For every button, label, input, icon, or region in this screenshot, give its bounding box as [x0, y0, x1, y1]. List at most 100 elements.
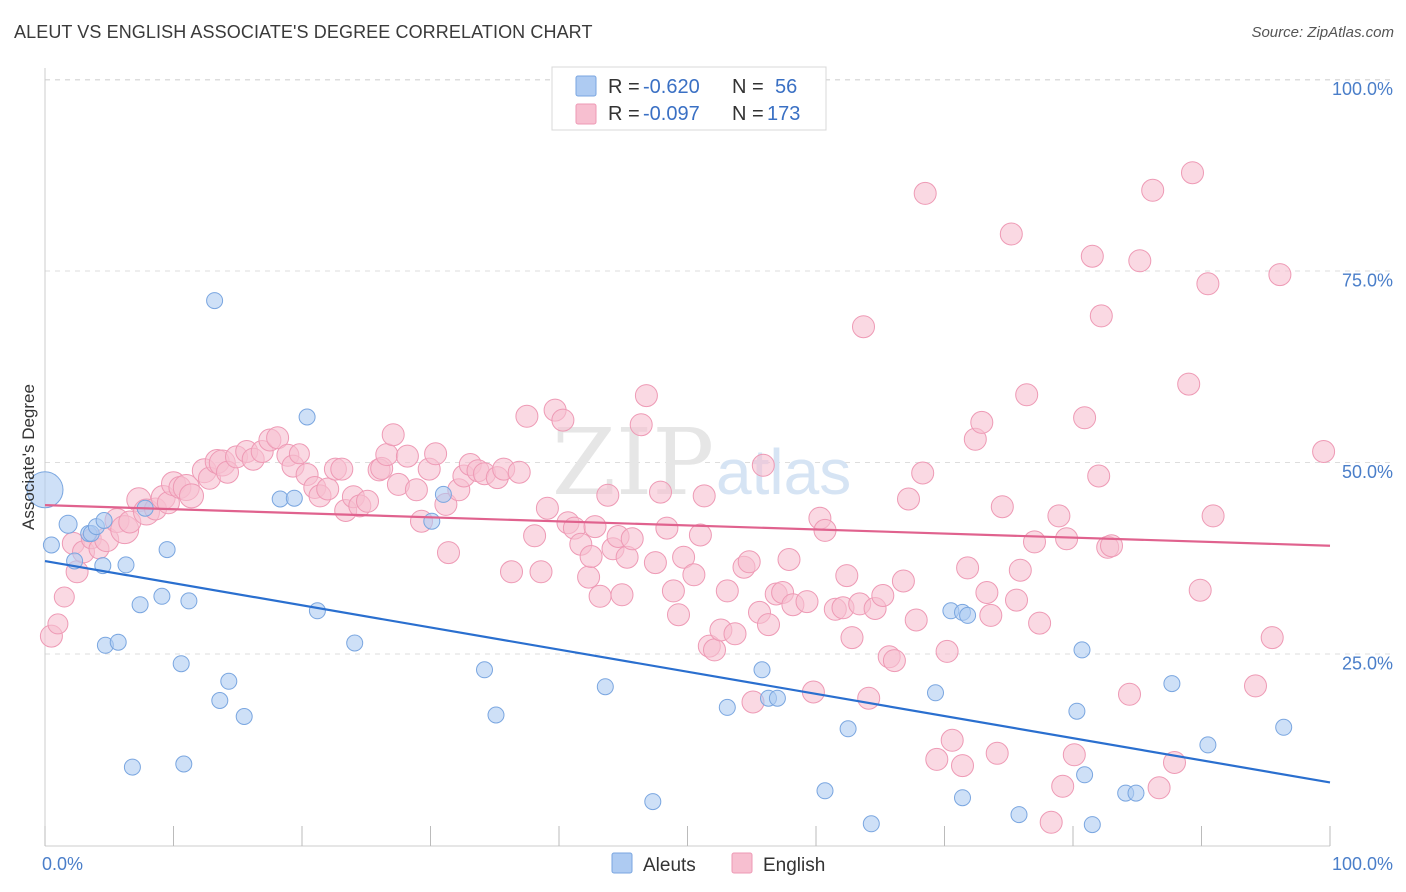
aleuts-points: [26, 292, 1293, 834]
english-point-127: [904, 608, 928, 632]
aleuts-point-31: [476, 661, 493, 679]
english-point-64: [500, 560, 523, 584]
legend-box: [551, 66, 827, 131]
aleuts-point-55: [1199, 736, 1217, 754]
bottom-legend-label-english: English: [763, 855, 825, 876]
english-point-78: [596, 483, 620, 507]
english-point-50: [395, 444, 419, 468]
aleuts-point-32: [487, 706, 505, 724]
english-point-157: [1100, 534, 1123, 558]
english-point-154: [1087, 464, 1111, 488]
english-point-94: [692, 484, 716, 508]
english-point-48: [381, 423, 405, 447]
aleuts-point-16: [158, 541, 176, 559]
aleuts-point-11: [117, 556, 135, 574]
legend-r-value-english: -0.097: [643, 103, 700, 125]
bottom-legend-swatch-aleuts: [611, 852, 633, 874]
english-point-104: [751, 453, 775, 477]
english-point-132: [940, 728, 964, 752]
english-point-144: [1015, 383, 1039, 407]
english-point-90: [667, 603, 690, 627]
english-point-20: [179, 483, 204, 509]
english-point-139: [985, 741, 1009, 765]
english-point-152: [1073, 406, 1097, 430]
axes: [44, 68, 1331, 847]
english-point-134: [956, 556, 980, 580]
english-point-155: [1089, 304, 1113, 328]
y-tick-label-25: 25.0%: [1342, 654, 1393, 674]
english-point-108: [777, 548, 801, 571]
correlation-legend: R = -0.620 N = 56 R = -0.097 N = 173: [551, 66, 827, 131]
aleuts-point-46: [954, 789, 971, 807]
english-point-142: [1005, 588, 1028, 612]
aleuts-point-1: [42, 536, 60, 554]
aleuts-point-7: [95, 512, 113, 529]
english-point-145: [1023, 530, 1046, 554]
english-point-137: [975, 581, 999, 604]
english-point-56: [437, 541, 460, 565]
english-point-146: [1028, 611, 1052, 635]
legend-r-label-english: R =: [608, 103, 640, 125]
english-point-88: [655, 516, 679, 540]
legend-swatch-aleuts: [575, 75, 597, 97]
english-point-169: [1260, 626, 1284, 650]
english-point-140: [990, 495, 1014, 519]
aleuts-point-30: [434, 485, 452, 503]
english-point-99: [723, 622, 747, 646]
english-point-143: [1008, 558, 1032, 582]
legend-swatch-english: [575, 103, 597, 125]
english-point-89: [661, 579, 685, 603]
english-point-159: [1128, 249, 1152, 273]
english-point-168: [1244, 674, 1267, 698]
english-point-93: [688, 523, 712, 547]
english-trend-line: [44, 504, 1331, 547]
series-legend: Aleuts English: [611, 852, 825, 876]
english-points: [39, 161, 1336, 834]
english-point-165: [1188, 578, 1212, 602]
english-point-125: [891, 569, 915, 593]
english-point-98: [715, 579, 739, 603]
aleuts-point-49: [1073, 641, 1091, 659]
english-point-128: [911, 461, 935, 485]
english-point-172: [579, 545, 603, 568]
x-tick-label-0: 0.0%: [42, 854, 83, 874]
english-point-71: [551, 408, 575, 432]
legend-n-value-aleuts: 56: [775, 76, 797, 98]
english-point-40: [330, 457, 354, 481]
aleuts-point-54: [1163, 675, 1181, 693]
english-point-31: [266, 426, 290, 450]
aleuts-point-45: [959, 606, 977, 624]
aleuts-point-2: [58, 514, 78, 534]
english-point-164: [1181, 161, 1204, 185]
watermark-atlas: atlas: [716, 436, 851, 508]
english-point-101: [737, 550, 761, 574]
english-point-92: [682, 563, 706, 587]
aleuts-point-19: [180, 592, 198, 610]
english-point-51: [404, 478, 428, 502]
aleuts-point-24: [271, 490, 289, 508]
aleuts-point-0: [26, 471, 64, 509]
english-point-129: [913, 181, 937, 205]
aleuts-point-51: [1083, 816, 1101, 834]
aleuts-point-41: [862, 815, 880, 833]
legend-n-value-english: 173: [767, 103, 800, 125]
english-point-167: [1201, 504, 1225, 528]
english-point-81: [610, 583, 634, 607]
english-point-153: [1080, 244, 1104, 268]
aleuts-point-20: [206, 292, 224, 310]
aleuts-point-56: [1275, 718, 1293, 736]
aleuts-point-50: [1076, 766, 1094, 784]
english-point-1: [47, 613, 69, 635]
english-point-38: [316, 477, 340, 501]
aleuts-point-25: [285, 489, 303, 507]
english-point-119: [852, 315, 875, 339]
english-point-161: [1147, 776, 1171, 800]
english-point-120: [857, 686, 881, 710]
english-point-124: [882, 649, 906, 673]
legend-r-label-aleuts: R =: [608, 76, 640, 98]
english-point-170: [1268, 263, 1292, 287]
aleuts-point-42: [927, 684, 944, 702]
y-axis-title: Associate's Degree: [19, 384, 38, 530]
aleuts-point-47: [1010, 806, 1028, 824]
